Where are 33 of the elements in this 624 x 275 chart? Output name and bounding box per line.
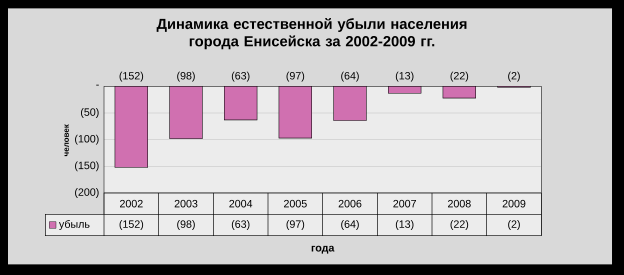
x-tick-label: 2002 — [120, 200, 143, 208]
y-axis-title: человек — [64, 124, 69, 156]
y-tick-label: (100) — [75, 134, 99, 145]
data-label: (97) — [286, 220, 304, 230]
x-tick-label: 2007 — [393, 200, 416, 208]
x-tick-label: 2009 — [502, 200, 526, 208]
data-label: (22) — [450, 220, 468, 230]
data-label: (152) — [120, 220, 144, 230]
data-label: (63) — [232, 220, 250, 230]
text: (22) — [450, 72, 468, 82]
y-tick-label: (150) — [75, 161, 99, 172]
y-tick-label: - — [96, 84, 99, 86]
x-tick-label: 2004 — [229, 200, 252, 208]
text: (97) — [286, 72, 304, 82]
y-tick-label: (200) — [75, 188, 99, 198]
text: (152) — [120, 72, 144, 82]
x-tick-label: 2008 — [448, 200, 471, 208]
x-tick-label: 2003 — [174, 200, 198, 208]
y-tick-label: (50) — [80, 108, 99, 118]
x-tick-label: 2006 — [338, 200, 362, 208]
text: (63) — [232, 72, 250, 82]
data-label: (2) — [508, 220, 520, 230]
x-tick-label: 2005 — [284, 200, 307, 208]
chart-title: Динамика естественной убыли населения города Енисейска за 2002-2009 гг. — [156, 18, 466, 50]
data-label: (13) — [396, 220, 414, 230]
data-label: (98) — [177, 220, 195, 230]
legend-label: убыль — [58, 220, 90, 230]
text: (64) — [341, 72, 359, 82]
text: (13) — [396, 72, 414, 82]
data-label: (64) — [341, 220, 359, 230]
x-axis-title: года — [312, 246, 334, 254]
text: (98) — [177, 72, 195, 82]
text: (2) — [508, 72, 520, 82]
